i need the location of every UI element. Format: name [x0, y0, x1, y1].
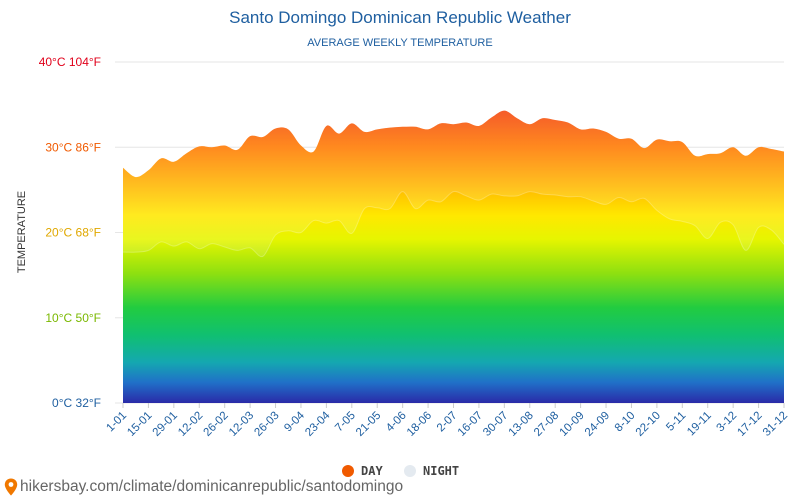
y-tick-label: 20°C 68°F [45, 226, 101, 240]
map-pin-icon [4, 478, 18, 496]
x-tick-label: 30-07 [481, 410, 510, 439]
x-tick-label: 22-10 [634, 410, 663, 439]
x-tick-label: 27-08 [532, 410, 561, 439]
y-tick-label: 30°C 86°F [45, 140, 101, 154]
x-tick-label: 15-01 [125, 410, 154, 439]
chart-subtitle: AVERAGE WEEKLY TEMPERATURE [307, 37, 492, 49]
x-tick-label: 24-09 [583, 410, 612, 439]
x-tick-label: 26-03 [252, 410, 281, 439]
chart-title: Santo Domingo Dominican Republic Weather [229, 8, 571, 27]
source-link[interactable]: hikersbay.com/climate/dominicanrepublic/… [4, 478, 403, 496]
day-night-band [123, 110, 784, 257]
legend-day-label: DAY [361, 464, 383, 478]
x-tick-label: 21-05 [354, 410, 383, 439]
x-tick-label: 12-03 [227, 410, 256, 439]
night-line-series [122, 190, 785, 258]
x-tick-label: 17-12 [735, 410, 764, 439]
y-axis-ticks: 0°C 32°F 10°C 50°F 20°C 68°F 30°C 86°F 40°C … [39, 55, 101, 410]
x-tick-label: 26-02 [202, 410, 231, 439]
y-tick-label: 0°C 32°F [52, 396, 101, 410]
y-tick-label: 10°C 50°F [45, 311, 101, 325]
legend-day-marker [342, 465, 354, 477]
x-tick-label: 18-06 [405, 410, 434, 439]
legend-item-night[interactable]: NIGHT [404, 464, 459, 478]
x-tick-label: 19-11 [685, 410, 714, 439]
x-tick-label: 12-02 [176, 410, 205, 439]
legend-night-marker [404, 465, 416, 477]
x-tick-label: 13-08 [507, 410, 536, 439]
y-tick-label: 40°C 104°F [39, 55, 101, 69]
x-tick-label: 23-04 [303, 409, 333, 439]
y-axis-label: TEMPERATURE [16, 191, 28, 273]
legend-item-day[interactable]: DAY [342, 464, 383, 478]
source-url: hikersbay.com/climate/dominicanrepublic/… [20, 478, 404, 495]
x-tick-label: 31-12 [761, 410, 790, 439]
legend-night-label: NIGHT [423, 464, 459, 478]
legend: DAY NIGHT [342, 464, 459, 478]
x-tick-label: 10-09 [557, 410, 586, 439]
day-area-series [123, 110, 784, 403]
plot-area [122, 110, 785, 403]
x-tick-label: 16-07 [456, 410, 485, 439]
x-tick-label: 29-01 [151, 410, 180, 439]
